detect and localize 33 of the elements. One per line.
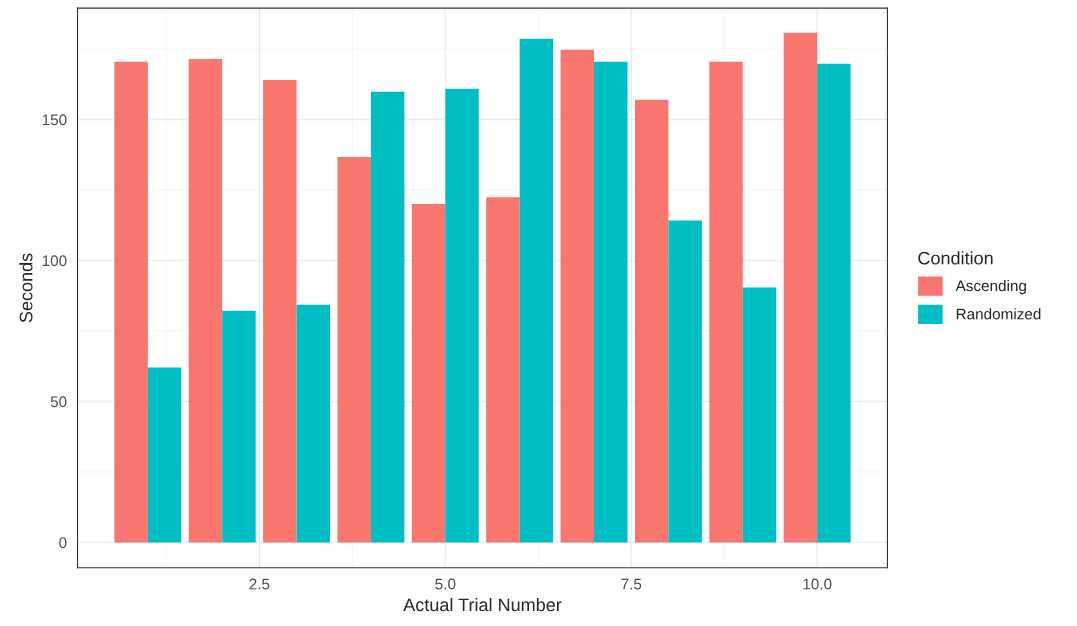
bar: [486, 197, 520, 543]
bar: [445, 88, 479, 543]
y-axis-title: Seconds: [19, 253, 33, 323]
legend-label: Ascending: [955, 279, 1026, 295]
bar: [411, 204, 446, 543]
bar: [114, 61, 148, 543]
y-tick-label: 50: [50, 396, 67, 408]
bar: [709, 61, 743, 543]
bar: [147, 367, 182, 543]
y-tick-label: 150: [42, 114, 67, 126]
bar: [188, 58, 223, 543]
legend-label: Randomized: [956, 308, 1041, 320]
bar: [783, 32, 818, 543]
legend-title: Condition: [918, 251, 993, 265]
x-tick-label: 5.0: [435, 578, 456, 590]
x-tick-label: 7.5: [621, 578, 642, 590]
bar: [560, 49, 595, 543]
x-axis-title: Actual Trial Number: [403, 598, 562, 612]
bar: [668, 220, 702, 543]
bar: [817, 63, 851, 543]
x-tick-label: 10.0: [803, 578, 832, 590]
bar: [594, 61, 628, 543]
x-tick-label: 2.5: [249, 578, 270, 590]
bar: [634, 99, 669, 543]
bar: [742, 287, 777, 543]
bar: [263, 80, 297, 543]
y-tick-label: 0: [59, 537, 67, 549]
bar: [296, 304, 331, 543]
bar: [370, 91, 405, 543]
y-tick-label: 100: [42, 255, 67, 267]
bar: [222, 310, 256, 543]
bar: [337, 157, 371, 543]
bar: [519, 38, 554, 543]
